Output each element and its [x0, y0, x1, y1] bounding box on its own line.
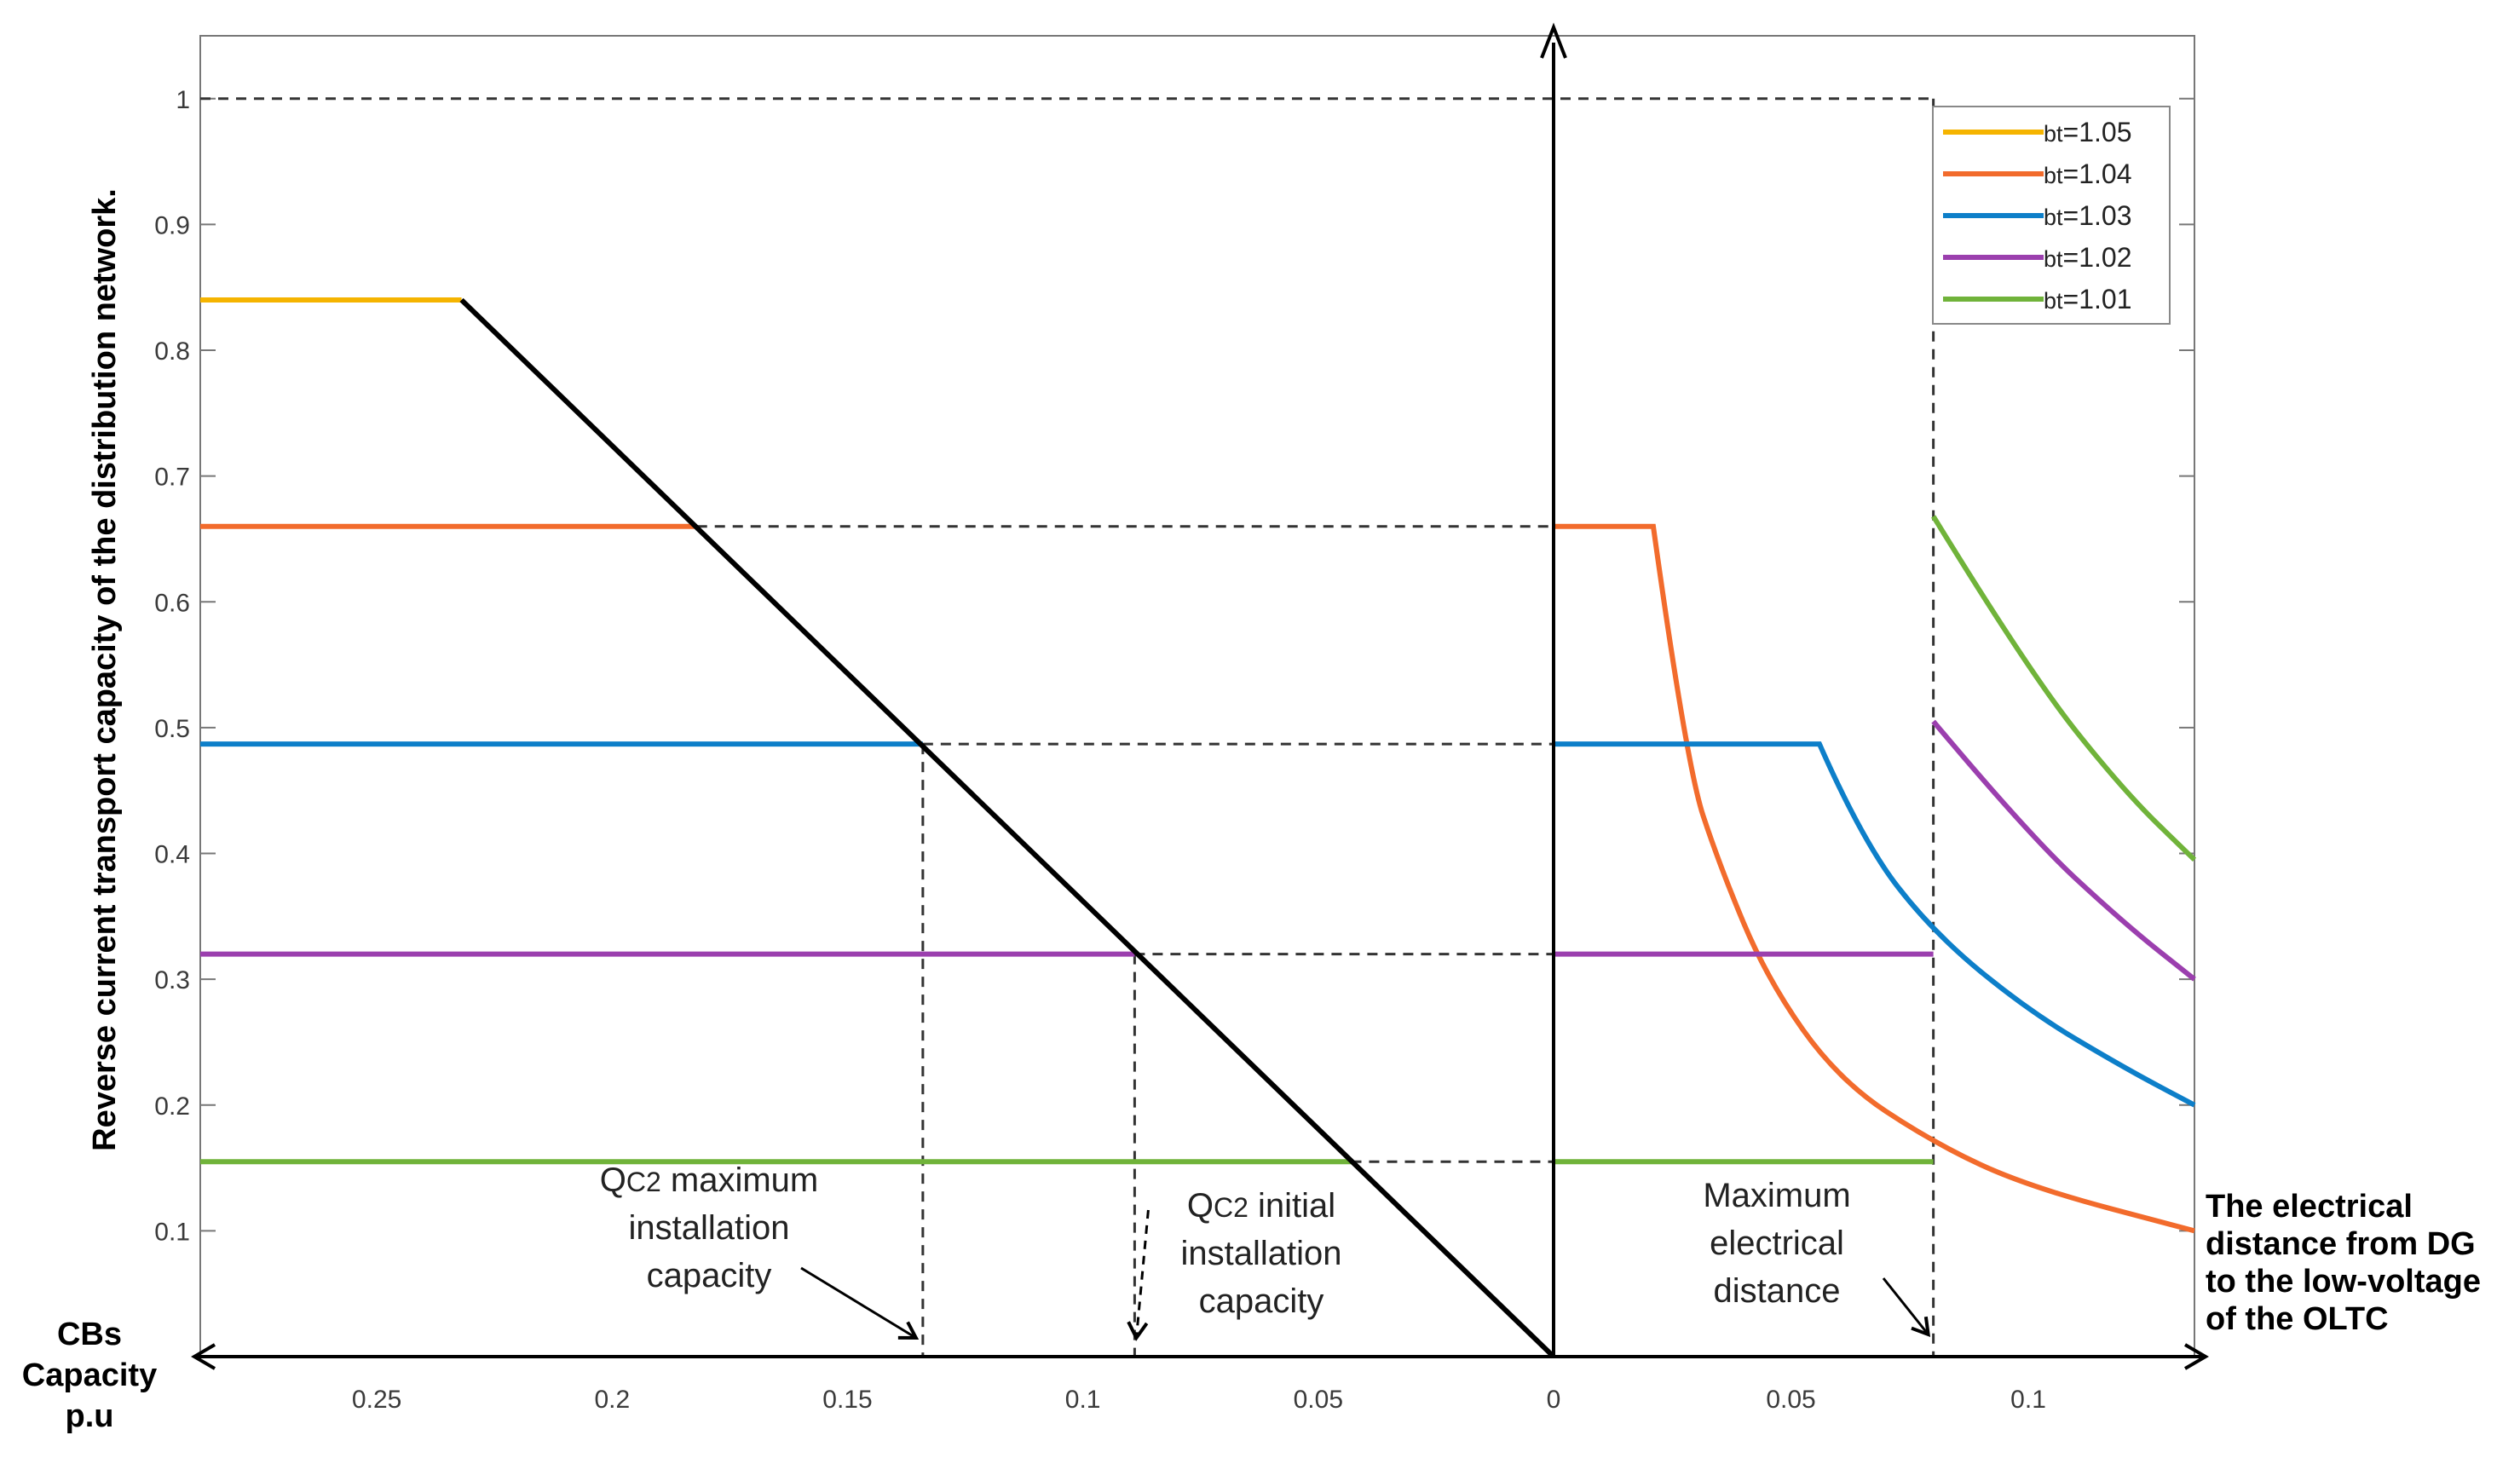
legend-label: bt=1.03: [2044, 200, 2132, 231]
legend-label: bt=1.04: [2044, 159, 2132, 189]
x-axis-label-left: Capacity: [22, 1357, 157, 1393]
y-tick-label: 0.4: [154, 841, 190, 869]
frame-layer: [199, 35, 2195, 1357]
y-axis-arrow: [1540, 22, 1567, 59]
x-axis-label-right: The electrical: [2206, 1189, 2413, 1225]
x-axis-label-left: CBs: [57, 1317, 122, 1352]
annotation-qc2-initial-arrow: [1134, 1209, 1150, 1339]
legend-layer: bt=1.05 bt=1.04 bt=1.03 bt=1.02 bt=1.01: [1932, 106, 2171, 325]
text-layer: 0.1 0.2 0.3 0.4 0.5 0.6 0.7 0.8 0.9 1 0.25 0.2 0.15 0…: [22, 86, 2481, 1434]
x-axis-label-right: distance from DG: [2206, 1226, 2476, 1262]
y-tick-label: 0.3: [154, 966, 190, 994]
y-tick-label: 0.6: [154, 589, 190, 617]
y-tick-label: 0.8: [154, 337, 190, 366]
right-series-bt101-seg1: [1931, 515, 2197, 862]
annotation-max-distance-arrowhead: [1911, 1316, 1931, 1338]
x-tick-label-right: 0.1: [2010, 1386, 2046, 1414]
legend-box: [1932, 106, 2171, 325]
right-series-bt103-seg0: [1554, 741, 2196, 1108]
right-series-bt104-seg0: [1554, 523, 2195, 1234]
legend-label: bt=1.02: [2044, 242, 2132, 273]
annotation-max-distance-text: electrical: [1710, 1225, 1844, 1262]
plot-frame: [199, 35, 2195, 1357]
legend-label: bt=1.05: [2044, 117, 2132, 147]
black-capacity-line: [459, 297, 1556, 1359]
x-axis-label-left: p.u: [66, 1398, 114, 1434]
y-tick-label: 0.2: [154, 1092, 190, 1121]
x-tick-label-left: 0.2: [594, 1386, 630, 1414]
x-axis-label-right: of the OLTC: [2206, 1301, 2389, 1337]
annotation-qc2-max-text: QC2 maximum: [600, 1161, 818, 1199]
y-tick-label: 1: [176, 86, 190, 114]
annotation-qc2-initial-text: QC2 initial: [1187, 1187, 1335, 1225]
y-axis-label: Reverse current transport capacity of th…: [87, 188, 123, 1151]
guide-layer: [200, 97, 1935, 1357]
x-axis-label-right: to the low-voltage: [2206, 1264, 2481, 1300]
x-tick-label-left: 0.1: [1065, 1386, 1101, 1414]
annotation-max-distance-arrow: [1882, 1277, 1929, 1335]
x-axis-arrow-left: [191, 1343, 216, 1370]
legend-label: bt=1.01: [2044, 284, 2132, 314]
series-layer: [200, 297, 2197, 1359]
x-tick-label-right: 0.05: [1766, 1386, 1815, 1414]
annotation-qc2-initial-arrowhead: [1127, 1321, 1149, 1341]
annotation-qc2-max-text: capacity: [647, 1257, 772, 1294]
annotation-max-distance-text: distance: [1714, 1272, 1841, 1310]
y-tick-label: 0.1: [154, 1218, 190, 1246]
annotation-max-distance-text: Maximum: [1703, 1177, 1850, 1214]
annotation-qc2-max-arrowhead: [897, 1321, 920, 1340]
x-tick-label-left: 0: [1547, 1386, 1561, 1414]
x-tick-label-left: 0.05: [1294, 1386, 1343, 1414]
x-tick-label-left: 0.15: [822, 1386, 872, 1414]
y-tick-label: 0.5: [154, 715, 190, 743]
annotation-qc2-max-arrow: [800, 1266, 917, 1340]
axis-layer: [191, 22, 2209, 1370]
y-tick-label: 0.7: [154, 464, 190, 492]
x-tick-label-left: 0.25: [352, 1386, 401, 1414]
annotation-qc2-initial-text: installation: [1180, 1235, 1341, 1272]
annotation-qc2-initial-text: capacity: [1199, 1282, 1324, 1320]
y-tick-label: 0.9: [154, 211, 190, 239]
annotation-qc2-max-text: installation: [628, 1209, 789, 1247]
x-axis-arrow-right: [2183, 1343, 2209, 1370]
right-series-bt102-seg1: [1931, 719, 2196, 982]
